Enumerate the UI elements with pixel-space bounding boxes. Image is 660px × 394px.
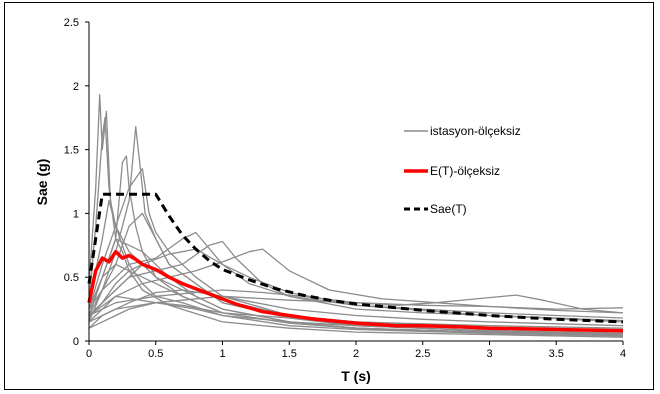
x-tick-label: 0.5 — [148, 348, 163, 360]
station-line-7 — [88, 240, 624, 319]
x-ticks: 0 0.5 1 1.5 2 2.5 3 3.5 4 — [86, 341, 626, 360]
chart-frame — [4, 2, 654, 390]
x-axis-title: T (s) — [341, 368, 371, 384]
legend-label-mean: E(T)-ölçeksiz — [430, 164, 500, 178]
y-tick-label: 2 — [73, 81, 79, 93]
y-tick-label: 0 — [73, 336, 79, 348]
station-line-17 — [88, 212, 624, 334]
x-tick-label: 4 — [620, 348, 626, 360]
axes: 0 0.5 1 1.5 2 2.5 3 3.5 4 0 0.5 1 1.5 2 2.5 — [64, 17, 626, 360]
mean-series-group — [87, 249, 624, 333]
y-axis-title: Sae (g) — [34, 159, 50, 206]
x-tick-label: 1 — [219, 348, 225, 360]
y-ticks: 0 0.5 1 1.5 2 2.5 — [64, 17, 89, 348]
legend-label-stations: istasyon-ölçeksiz — [430, 124, 521, 138]
legend-label-design: Sae(T) — [430, 202, 467, 216]
legend: istasyon-ölçeksiz E(T)-ölçeksiz Sae(T) — [404, 124, 521, 216]
x-tick-label: 2.5 — [415, 348, 430, 360]
station-line-19 — [88, 248, 624, 323]
x-tick-label: 1.5 — [282, 348, 297, 360]
x-tick-label: 3 — [486, 348, 492, 360]
station-line-13 — [88, 263, 624, 332]
design-spectrum-line — [87, 192, 624, 324]
y-tick-label: 2.5 — [64, 17, 79, 29]
station-line-5 — [88, 168, 624, 332]
station-line-3 — [88, 155, 624, 336]
x-tick-label: 0 — [86, 348, 92, 360]
y-tick-label: 0.5 — [64, 272, 79, 284]
x-tick-label: 3.5 — [549, 348, 564, 360]
station-line-10 — [88, 295, 624, 323]
y-tick-label: 1.5 — [64, 145, 79, 157]
mean-spectrum-line — [87, 249, 624, 333]
station-line-14 — [88, 289, 624, 329]
x-tick-label: 2 — [353, 348, 359, 360]
design-series-group — [87, 192, 624, 324]
y-tick-label: 1 — [73, 208, 79, 220]
station-line-18 — [88, 302, 624, 329]
station-line-16 — [88, 199, 624, 337]
